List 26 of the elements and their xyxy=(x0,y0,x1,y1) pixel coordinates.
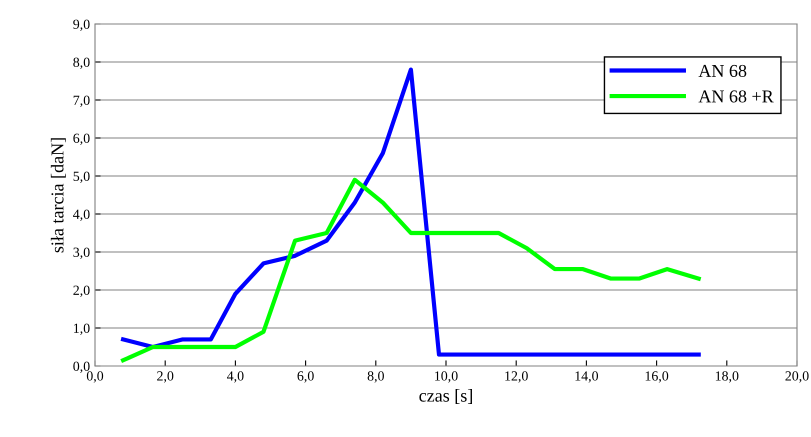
y-tick-label: 5,0 xyxy=(74,172,90,183)
x-tick-label: 14,0 xyxy=(575,371,598,383)
x-tick-label: 12,0 xyxy=(505,371,528,383)
y-tick-label: 1,0 xyxy=(74,324,90,335)
x-tick-label: 16,0 xyxy=(646,371,668,383)
y-axis-title: siła tarcia [daN] xyxy=(50,138,66,252)
x-tick-label: 8,0 xyxy=(368,371,384,383)
line-series xyxy=(120,178,701,362)
y-tick-label: 6,0 xyxy=(73,134,90,145)
x-tick-label: 6,0 xyxy=(298,371,314,383)
x-tick-label: 18,0 xyxy=(716,371,738,383)
x-tick-label: 2,0 xyxy=(157,371,174,383)
x-axis-title: czas [s] xyxy=(419,389,472,404)
y-tick-label: 7,0 xyxy=(74,96,90,107)
y-tick-label: 8,0 xyxy=(73,58,90,69)
y-tick-label: 2,0 xyxy=(73,286,90,297)
legend-label: AN 68 +R xyxy=(698,90,774,103)
x-tick-label: 10,0 xyxy=(435,371,458,383)
y-tick-label: 4,0 xyxy=(73,210,90,221)
y-tick-label: 3,0 xyxy=(73,248,90,259)
y-tick-label: 0,0 xyxy=(73,362,90,373)
x-tick-label: 0,0 xyxy=(86,371,104,383)
x-tick-label: 4,0 xyxy=(226,371,244,383)
x-tick-label: 20,0 xyxy=(785,371,809,383)
legend-label: AN 68 xyxy=(698,64,746,78)
y-tick-label: 9,0 xyxy=(73,20,90,31)
